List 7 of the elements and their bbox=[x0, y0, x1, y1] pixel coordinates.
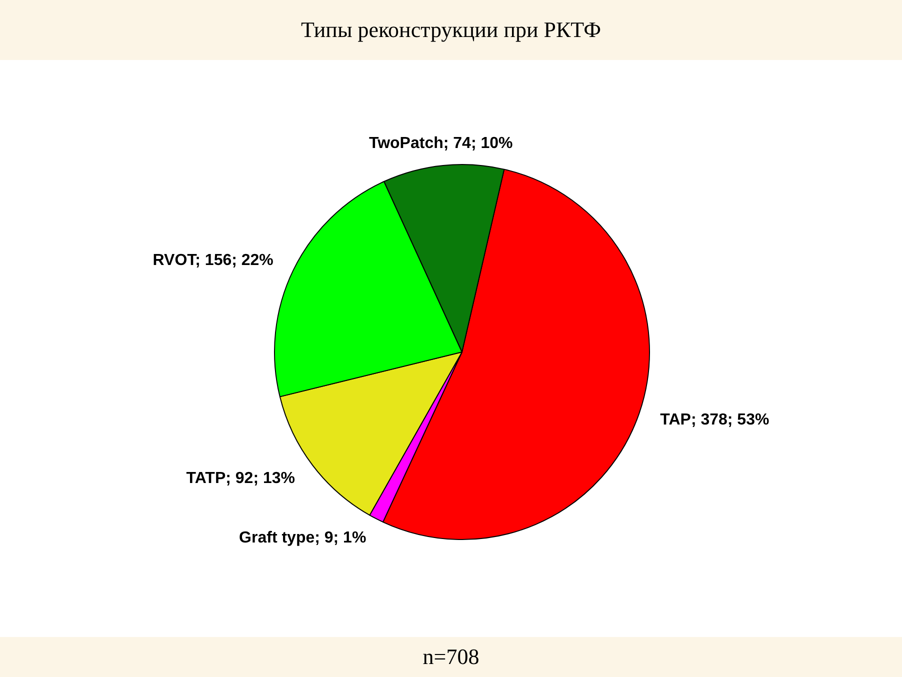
slice-label: Graft type; 9; 1% bbox=[239, 530, 366, 547]
slice-label: RVOT; 156; 22% bbox=[152, 252, 274, 270]
slice-label: TATP; 92; 13% bbox=[186, 470, 295, 487]
slice-label: TwoPatch; 74; 10% bbox=[369, 134, 513, 152]
chart-title: Типы реконструкции при РКТФ bbox=[301, 17, 601, 43]
slice-label: TAP; 378; 53% bbox=[660, 411, 770, 428]
text: n=708 bbox=[422, 644, 480, 670]
